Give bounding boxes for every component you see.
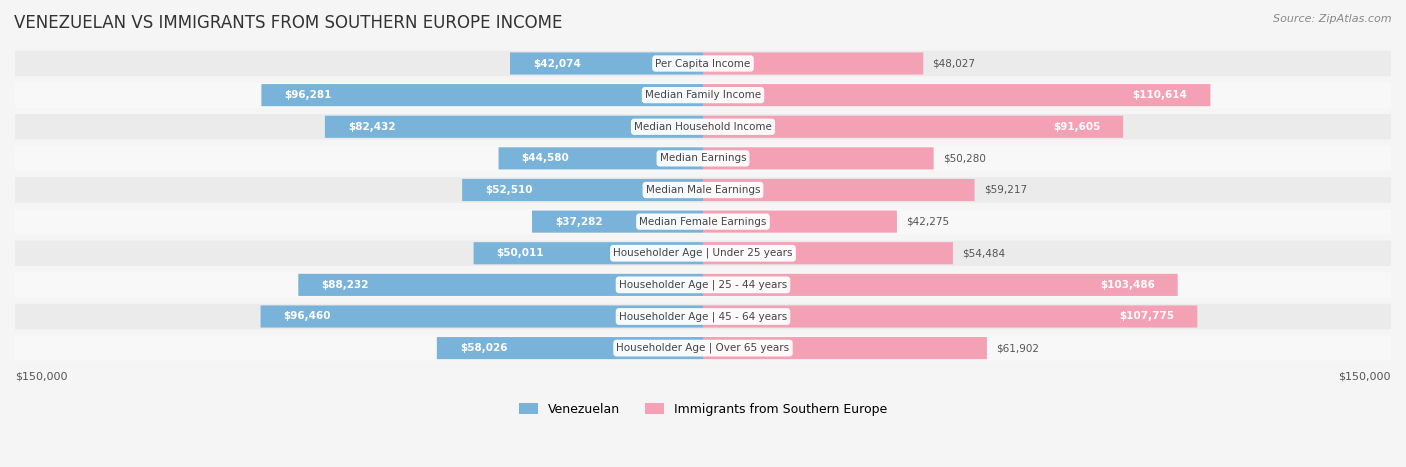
FancyBboxPatch shape <box>262 84 703 106</box>
Text: VENEZUELAN VS IMMIGRANTS FROM SOUTHERN EUROPE INCOME: VENEZUELAN VS IMMIGRANTS FROM SOUTHERN E… <box>14 14 562 32</box>
Text: $96,281: $96,281 <box>284 90 332 100</box>
Text: $44,580: $44,580 <box>522 153 569 163</box>
Text: Median Family Income: Median Family Income <box>645 90 761 100</box>
FancyBboxPatch shape <box>703 147 934 170</box>
Text: $50,011: $50,011 <box>496 248 544 258</box>
Text: $61,902: $61,902 <box>995 343 1039 353</box>
Text: $107,775: $107,775 <box>1119 311 1174 321</box>
FancyBboxPatch shape <box>474 242 703 264</box>
FancyBboxPatch shape <box>15 241 1391 266</box>
FancyBboxPatch shape <box>703 305 1198 327</box>
FancyBboxPatch shape <box>325 116 703 138</box>
FancyBboxPatch shape <box>463 179 703 201</box>
FancyBboxPatch shape <box>15 114 1391 140</box>
Text: $59,217: $59,217 <box>984 185 1026 195</box>
FancyBboxPatch shape <box>298 274 703 296</box>
Text: $42,275: $42,275 <box>905 217 949 226</box>
Text: $58,026: $58,026 <box>460 343 508 353</box>
Text: $37,282: $37,282 <box>555 217 603 226</box>
Text: $54,484: $54,484 <box>962 248 1005 258</box>
Text: Median Female Earnings: Median Female Earnings <box>640 217 766 226</box>
FancyBboxPatch shape <box>703 274 1178 296</box>
Text: $50,280: $50,280 <box>943 153 986 163</box>
Text: Householder Age | Over 65 years: Householder Age | Over 65 years <box>616 343 790 354</box>
Text: $150,000: $150,000 <box>1339 372 1391 382</box>
FancyBboxPatch shape <box>703 211 897 233</box>
FancyBboxPatch shape <box>703 242 953 264</box>
Text: Householder Age | 45 - 64 years: Householder Age | 45 - 64 years <box>619 311 787 322</box>
Text: Median Male Earnings: Median Male Earnings <box>645 185 761 195</box>
Text: $91,605: $91,605 <box>1053 122 1101 132</box>
Text: $52,510: $52,510 <box>485 185 533 195</box>
FancyBboxPatch shape <box>15 209 1391 234</box>
FancyBboxPatch shape <box>15 177 1391 203</box>
Text: Householder Age | Under 25 years: Householder Age | Under 25 years <box>613 248 793 259</box>
Text: Source: ZipAtlas.com: Source: ZipAtlas.com <box>1274 14 1392 24</box>
Text: $42,074: $42,074 <box>533 58 581 69</box>
FancyBboxPatch shape <box>531 211 703 233</box>
Text: $48,027: $48,027 <box>932 58 976 69</box>
FancyBboxPatch shape <box>499 147 703 170</box>
FancyBboxPatch shape <box>15 304 1391 329</box>
FancyBboxPatch shape <box>15 82 1391 108</box>
FancyBboxPatch shape <box>15 146 1391 171</box>
FancyBboxPatch shape <box>437 337 703 359</box>
Legend: Venezuelan, Immigrants from Southern Europe: Venezuelan, Immigrants from Southern Eur… <box>515 398 891 421</box>
FancyBboxPatch shape <box>510 52 703 75</box>
Text: Median Household Income: Median Household Income <box>634 122 772 132</box>
Text: $82,432: $82,432 <box>347 122 395 132</box>
FancyBboxPatch shape <box>703 337 987 359</box>
FancyBboxPatch shape <box>703 84 1211 106</box>
FancyBboxPatch shape <box>260 305 703 327</box>
FancyBboxPatch shape <box>15 51 1391 76</box>
Text: Householder Age | 25 - 44 years: Householder Age | 25 - 44 years <box>619 280 787 290</box>
Text: $110,614: $110,614 <box>1133 90 1188 100</box>
FancyBboxPatch shape <box>15 272 1391 297</box>
FancyBboxPatch shape <box>703 179 974 201</box>
FancyBboxPatch shape <box>703 52 924 75</box>
FancyBboxPatch shape <box>15 335 1391 361</box>
Text: $88,232: $88,232 <box>321 280 368 290</box>
Text: Per Capita Income: Per Capita Income <box>655 58 751 69</box>
Text: $150,000: $150,000 <box>15 372 67 382</box>
Text: $103,486: $103,486 <box>1099 280 1154 290</box>
Text: $96,460: $96,460 <box>284 311 330 321</box>
Text: Median Earnings: Median Earnings <box>659 153 747 163</box>
FancyBboxPatch shape <box>703 116 1123 138</box>
